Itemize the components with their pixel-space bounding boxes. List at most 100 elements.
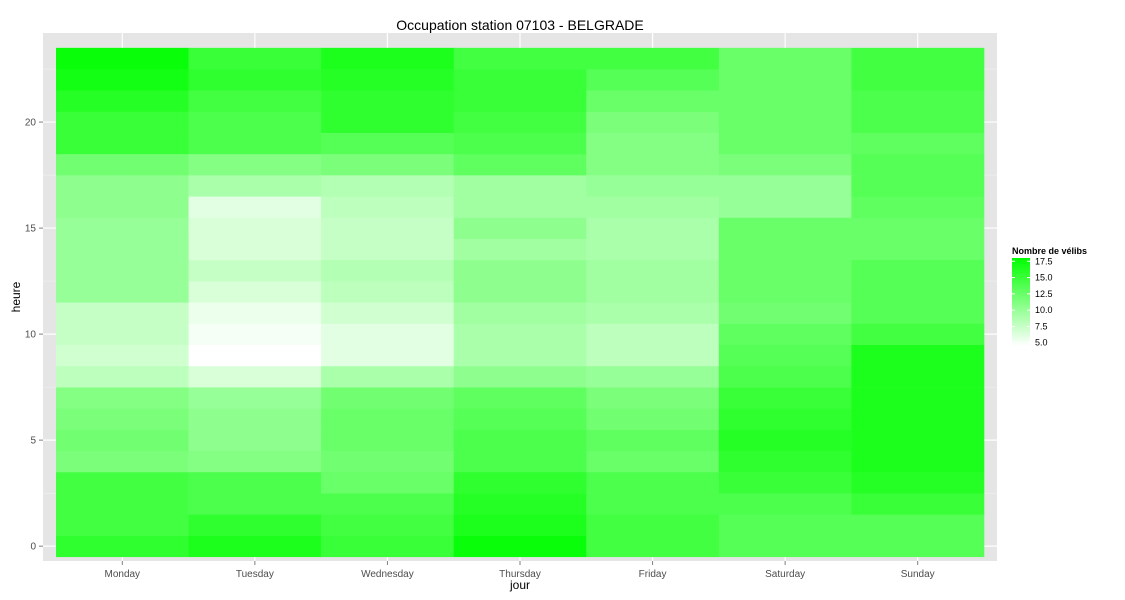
heatmap-cell (851, 387, 985, 409)
chart-title: Occupation station 07103 - BELGRADE (396, 17, 643, 33)
heatmap-cell (453, 196, 587, 218)
heatmap-cell (453, 408, 587, 430)
heatmap-cell (321, 175, 455, 197)
heatmap-cell (718, 217, 852, 239)
heatmap-cell (56, 408, 189, 430)
y-axis-title: heure (9, 281, 23, 312)
heatmap-cell (851, 90, 985, 112)
heatmap-cell (188, 69, 322, 91)
heatmap-cell (718, 259, 852, 282)
heatmap-cell (188, 132, 322, 155)
heatmap-cell (321, 217, 455, 239)
heatmap-cell (586, 365, 720, 388)
heatmap-cell (56, 471, 189, 494)
heatmap-cell (321, 514, 455, 536)
heatmap-cell (188, 111, 322, 133)
heatmap-cell (586, 90, 720, 112)
heatmap-cell (586, 132, 720, 155)
heatmap-cell (321, 344, 455, 367)
heatmap-cell (56, 175, 189, 197)
heatmap-cell (56, 90, 189, 112)
legend-label: 17.5 (1035, 256, 1053, 266)
heatmap-cell (718, 302, 852, 324)
heatmap-cell (188, 514, 322, 536)
heatmap-cell (321, 69, 455, 91)
heatmap-cell (188, 238, 322, 261)
heatmap-cell (453, 281, 587, 303)
heatmap-cell (188, 365, 322, 388)
heatmap-cell (851, 302, 985, 324)
heatmap-cell (718, 175, 852, 197)
heatmap-cell (718, 429, 852, 452)
heatmap-cell (321, 259, 455, 282)
heatmap-cell (718, 238, 852, 261)
heatmap-cell (851, 69, 985, 91)
heatmap-cell (321, 323, 455, 346)
heatmap-cell (586, 344, 720, 367)
heatmap-cell (188, 323, 322, 346)
legend-label: 10.0 (1035, 305, 1053, 315)
heatmap-cells (56, 47, 985, 558)
heatmap-cell (453, 493, 587, 515)
heatmap-cell (453, 90, 587, 112)
y-tick-label: 10 (25, 330, 37, 341)
heatmap-cell (851, 535, 985, 558)
heatmap-cell (718, 493, 852, 515)
heatmap-cell (453, 535, 587, 558)
heatmap-cell (586, 238, 720, 261)
heatmap-cell (188, 153, 322, 176)
legend-label: 12.5 (1035, 289, 1053, 299)
heatmap-cell (851, 259, 985, 282)
heatmap-cell (851, 196, 985, 218)
heatmap-cell (453, 302, 587, 324)
heatmap-cell (586, 259, 720, 282)
heatmap-cell (321, 111, 455, 133)
heatmap-cell (321, 429, 455, 452)
heatmap-cell (56, 429, 189, 452)
heatmap-cell (321, 90, 455, 112)
heatmap-cell (586, 175, 720, 197)
heatmap-cell (453, 47, 587, 70)
heatmap-cell (321, 302, 455, 324)
heatmap-cell (453, 344, 587, 367)
heatmap-cell (188, 281, 322, 303)
heatmap-cell (851, 132, 985, 155)
heatmap-cell (586, 408, 720, 430)
heatmap-cell (56, 132, 189, 155)
heatmap-cell (586, 281, 720, 303)
heatmap-cell (586, 111, 720, 133)
y-tick-label: 20 (25, 118, 37, 129)
heatmap-cell (718, 365, 852, 388)
heatmap-cell (851, 111, 985, 133)
heatmap-cell (851, 514, 985, 536)
heatmap-cell (188, 408, 322, 430)
y-axis: 0 5 10 15 20 (25, 118, 43, 553)
x-tick-label: Sunday (901, 569, 935, 580)
heatmap-cell (453, 238, 587, 261)
legend-label: 7.5 (1035, 321, 1048, 331)
heatmap-cell (586, 514, 720, 536)
heatmap-cell (56, 196, 189, 218)
heatmap-cell (453, 365, 587, 388)
heatmap-cell (586, 153, 720, 176)
heatmap-cell (718, 450, 852, 473)
x-axis-title: jour (509, 578, 530, 592)
heatmap-cell (718, 387, 852, 409)
heatmap-cell (851, 323, 985, 346)
heatmap-cell (188, 429, 322, 452)
heatmap-cell (851, 493, 985, 515)
y-tick-label: 0 (30, 542, 36, 553)
x-tick-label: Friday (639, 569, 667, 580)
y-tick-label: 15 (25, 224, 37, 235)
heatmap-cell (321, 132, 455, 155)
heatmap-cell (56, 387, 189, 409)
x-tick-label: Tuesday (236, 569, 274, 580)
heatmap-cell (56, 450, 189, 473)
heatmap-cell (321, 238, 455, 261)
heatmap-cell (718, 153, 852, 176)
heatmap-cell (453, 175, 587, 197)
heatmap-cell (56, 344, 189, 367)
heatmap-cell (718, 69, 852, 91)
heatmap-cell (586, 429, 720, 452)
